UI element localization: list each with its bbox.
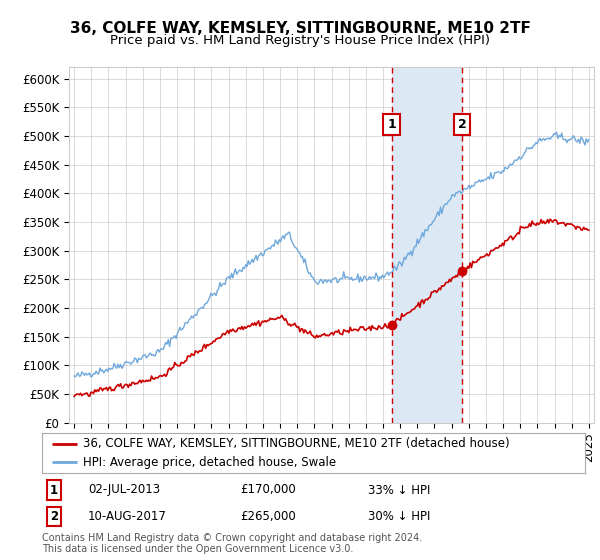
- Text: 1: 1: [50, 483, 58, 497]
- Text: 02-JUL-2013: 02-JUL-2013: [88, 483, 160, 497]
- Text: £170,000: £170,000: [240, 483, 296, 497]
- Text: 2: 2: [50, 510, 58, 523]
- Text: 36, COLFE WAY, KEMSLEY, SITTINGBOURNE, ME10 2TF: 36, COLFE WAY, KEMSLEY, SITTINGBOURNE, M…: [70, 21, 530, 36]
- Text: 10-AUG-2017: 10-AUG-2017: [88, 510, 167, 523]
- Point: [457, 267, 467, 276]
- Text: 30% ↓ HPI: 30% ↓ HPI: [368, 510, 430, 523]
- Text: 2: 2: [458, 118, 467, 131]
- Text: 1: 1: [387, 118, 396, 131]
- Bar: [392, 67, 462, 423]
- Text: 33% ↓ HPI: 33% ↓ HPI: [368, 483, 430, 497]
- Text: £265,000: £265,000: [240, 510, 296, 523]
- Point: [387, 321, 397, 330]
- Text: 36, COLFE WAY, KEMSLEY, SITTINGBOURNE, ME10 2TF (detached house): 36, COLFE WAY, KEMSLEY, SITTINGBOURNE, M…: [83, 437, 509, 450]
- Text: Price paid vs. HM Land Registry's House Price Index (HPI): Price paid vs. HM Land Registry's House …: [110, 34, 490, 46]
- Text: HPI: Average price, detached house, Swale: HPI: Average price, detached house, Swal…: [83, 456, 336, 469]
- Text: Contains HM Land Registry data © Crown copyright and database right 2024.
This d: Contains HM Land Registry data © Crown c…: [42, 533, 422, 554]
